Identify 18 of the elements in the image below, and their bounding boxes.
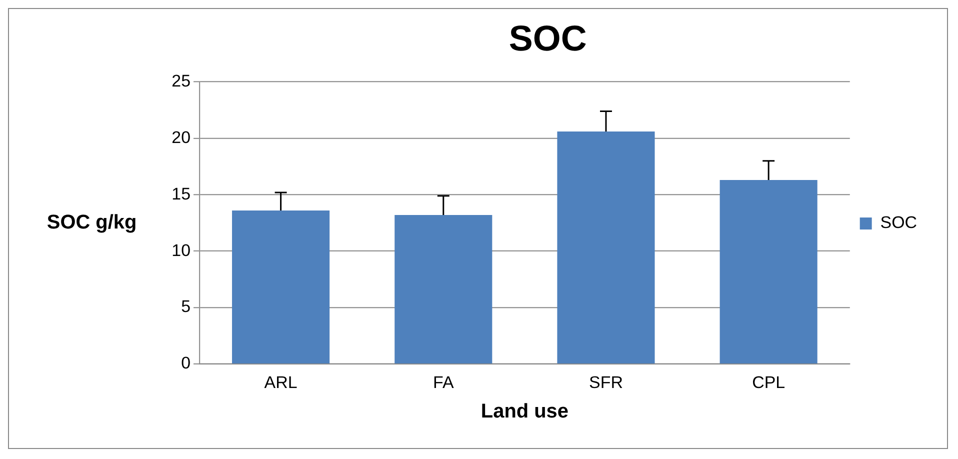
y-tick-label: 25 — [172, 72, 191, 91]
y-tick-label: 5 — [181, 297, 191, 316]
x-tick-label: CPL — [752, 372, 786, 392]
chart-title: SOC — [508, 18, 587, 58]
y-tick-label: 20 — [172, 128, 191, 147]
bar — [232, 210, 330, 364]
x-tick-label: SFR — [589, 372, 623, 392]
y-tick-label: 0 — [181, 354, 191, 373]
x-tick-label: FA — [433, 372, 454, 392]
legend-label: SOC — [880, 213, 918, 232]
y-tick-label: 10 — [172, 240, 191, 260]
bar — [720, 180, 818, 364]
x-tick-label: ARL — [264, 372, 298, 392]
y-axis-title: SOC g/kg — [46, 211, 137, 234]
bar — [394, 215, 492, 364]
bar — [557, 132, 655, 364]
y-tick-label: 15 — [172, 184, 191, 204]
x-axis-title: Land use — [480, 400, 568, 423]
